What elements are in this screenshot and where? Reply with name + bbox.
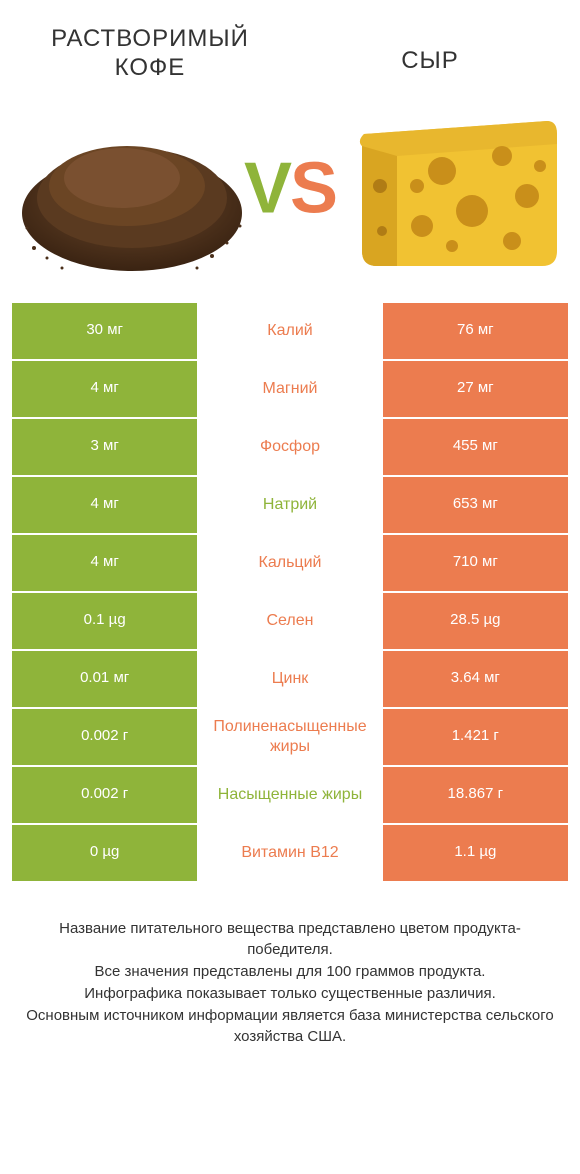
nutrient-label: Натрий: [197, 477, 382, 533]
right-value: 455 мг: [383, 419, 568, 475]
left-product-title: РАСТВОРИМЫЙ КОФЕ: [40, 25, 260, 83]
nutrient-label: Витамин B12: [197, 825, 382, 881]
left-value: 30 мг: [12, 303, 197, 359]
right-product-title: СЫР: [320, 47, 540, 75]
nutrient-label: Насыщенные жиры: [197, 767, 382, 823]
table-row: 4 мгНатрий653 мг: [12, 477, 568, 533]
footer-notes: Название питательного вещества представл…: [0, 883, 580, 1049]
hero-area: VS: [0, 88, 580, 303]
right-value: 76 мг: [383, 303, 568, 359]
table-row: 0.002 гНасыщенные жиры18.867 г: [12, 767, 568, 823]
table-row: 0.1 µgСелен28.5 µg: [12, 593, 568, 649]
left-value: 3 мг: [12, 419, 197, 475]
nutrient-label: Полиненасыщенные жиры: [197, 709, 382, 765]
coffee-powder-icon: [12, 108, 252, 288]
footer-line-1: Название питательного вещества представл…: [22, 918, 558, 962]
footer-line-2: Все значения представлены для 100 граммо…: [22, 961, 558, 983]
right-value: 3.64 мг: [383, 651, 568, 707]
right-value: 1.421 г: [383, 709, 568, 765]
table-row: 30 мгКалий76 мг: [12, 303, 568, 359]
right-value: 653 мг: [383, 477, 568, 533]
left-value: 0 µg: [12, 825, 197, 881]
left-value: 4 мг: [12, 477, 197, 533]
footer-line-3: Инфографика показывает только существенн…: [22, 983, 558, 1005]
comparison-table: 30 мгКалий76 мг4 мгМагний27 мг3 мгФосфор…: [0, 303, 580, 881]
left-value: 4 мг: [12, 535, 197, 591]
table-row: 4 мгМагний27 мг: [12, 361, 568, 417]
footer-line-4: Основным источником информации является …: [22, 1005, 558, 1049]
left-value: 0.002 г: [12, 709, 197, 765]
right-value: 1.1 µg: [383, 825, 568, 881]
nutrient-label: Магний: [197, 361, 382, 417]
left-value: 0.01 мг: [12, 651, 197, 707]
nutrient-label: Селен: [197, 593, 382, 649]
header: РАСТВОРИМЫЙ КОФЕ СЫР: [0, 0, 580, 83]
vs-v: V: [244, 149, 290, 229]
vs-label: VS: [244, 148, 336, 230]
right-value: 18.867 г: [383, 767, 568, 823]
table-row: 4 мгКальций710 мг: [12, 535, 568, 591]
left-value: 0.1 µg: [12, 593, 197, 649]
left-value: 4 мг: [12, 361, 197, 417]
nutrient-label: Калий: [197, 303, 382, 359]
table-row: 0 µgВитамин B121.1 µg: [12, 825, 568, 881]
nutrient-label: Цинк: [197, 651, 382, 707]
right-value: 27 мг: [383, 361, 568, 417]
table-row: 0.01 мгЦинк3.64 мг: [12, 651, 568, 707]
right-value: 28.5 µg: [383, 593, 568, 649]
left-value: 0.002 г: [12, 767, 197, 823]
right-value: 710 мг: [383, 535, 568, 591]
vs-s: S: [290, 149, 336, 229]
cheese-icon: [352, 116, 562, 276]
table-row: 3 мгФосфор455 мг: [12, 419, 568, 475]
nutrient-label: Фосфор: [197, 419, 382, 475]
nutrient-label: Кальций: [197, 535, 382, 591]
table-row: 0.002 гПолиненасыщенные жиры1.421 г: [12, 709, 568, 765]
